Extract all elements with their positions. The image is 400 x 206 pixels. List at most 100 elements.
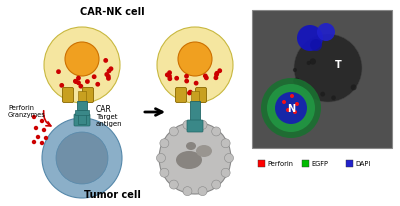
Circle shape — [261, 78, 321, 138]
Text: N: N — [287, 104, 295, 114]
Circle shape — [293, 68, 297, 72]
Text: T: T — [335, 60, 341, 70]
Circle shape — [178, 42, 212, 76]
Circle shape — [74, 79, 78, 84]
Circle shape — [204, 75, 209, 80]
Circle shape — [221, 168, 230, 177]
Text: CAR: CAR — [96, 105, 112, 114]
Circle shape — [40, 119, 44, 123]
Circle shape — [106, 76, 111, 81]
Circle shape — [184, 79, 189, 83]
Circle shape — [282, 100, 286, 104]
Circle shape — [317, 23, 335, 41]
Text: Tumor cell: Tumor cell — [84, 190, 140, 200]
Bar — [346, 160, 353, 167]
Text: DAPI: DAPI — [355, 160, 370, 166]
Bar — [190, 101, 200, 123]
Bar — [75, 110, 89, 115]
Circle shape — [169, 180, 178, 189]
Circle shape — [310, 39, 322, 51]
Circle shape — [76, 80, 81, 85]
Bar — [302, 160, 309, 167]
Circle shape — [56, 69, 61, 74]
Circle shape — [32, 115, 36, 119]
Circle shape — [78, 84, 83, 89]
Circle shape — [217, 68, 222, 73]
Circle shape — [36, 135, 40, 139]
Circle shape — [320, 92, 325, 97]
Bar — [191, 91, 199, 101]
Circle shape — [159, 122, 231, 194]
Bar — [78, 91, 86, 101]
Circle shape — [73, 79, 78, 84]
Circle shape — [214, 72, 219, 77]
FancyBboxPatch shape — [176, 88, 186, 103]
Text: Perforin
Granzymes: Perforin Granzymes — [8, 105, 46, 118]
Circle shape — [174, 76, 179, 81]
FancyBboxPatch shape — [74, 114, 90, 126]
Circle shape — [221, 139, 230, 148]
Circle shape — [187, 91, 192, 95]
Text: Target
antigen: Target antigen — [96, 114, 123, 127]
Circle shape — [297, 25, 323, 51]
Circle shape — [85, 79, 90, 84]
Circle shape — [198, 120, 207, 129]
Circle shape — [40, 141, 44, 145]
Circle shape — [157, 27, 233, 103]
Circle shape — [42, 118, 122, 198]
Circle shape — [295, 102, 299, 106]
FancyBboxPatch shape — [62, 88, 74, 103]
Circle shape — [214, 75, 218, 80]
Circle shape — [297, 81, 304, 88]
Circle shape — [65, 42, 99, 76]
Circle shape — [44, 27, 120, 103]
Text: EGFP: EGFP — [311, 160, 328, 166]
Circle shape — [212, 127, 221, 136]
Circle shape — [212, 180, 221, 189]
FancyBboxPatch shape — [82, 88, 94, 103]
Circle shape — [331, 95, 336, 100]
Circle shape — [32, 140, 36, 144]
Circle shape — [294, 34, 362, 102]
Circle shape — [165, 73, 170, 77]
Circle shape — [286, 108, 290, 112]
Circle shape — [198, 187, 207, 196]
Circle shape — [160, 168, 169, 177]
Ellipse shape — [176, 151, 202, 169]
Text: Perforin: Perforin — [267, 160, 293, 166]
Circle shape — [214, 71, 219, 76]
FancyBboxPatch shape — [196, 88, 206, 103]
Circle shape — [42, 128, 46, 132]
Bar — [252, 10, 392, 148]
Circle shape — [169, 127, 178, 136]
Circle shape — [267, 84, 315, 132]
Circle shape — [275, 92, 307, 124]
Circle shape — [59, 83, 64, 88]
Circle shape — [103, 58, 108, 63]
Circle shape — [34, 126, 38, 130]
Ellipse shape — [186, 142, 196, 150]
Circle shape — [104, 72, 109, 77]
Circle shape — [44, 136, 48, 140]
Circle shape — [95, 82, 100, 87]
Circle shape — [194, 81, 198, 85]
Circle shape — [307, 61, 311, 65]
Text: CAR-NK cell: CAR-NK cell — [80, 7, 144, 17]
Circle shape — [183, 187, 192, 196]
Circle shape — [203, 74, 208, 78]
Circle shape — [293, 110, 297, 114]
Circle shape — [92, 74, 96, 79]
Bar — [77, 101, 87, 117]
Circle shape — [167, 70, 172, 75]
Circle shape — [160, 139, 169, 148]
Circle shape — [183, 120, 192, 129]
Circle shape — [76, 76, 81, 81]
Circle shape — [293, 78, 300, 85]
Circle shape — [167, 74, 172, 78]
Circle shape — [290, 94, 294, 98]
Circle shape — [108, 66, 113, 71]
Circle shape — [224, 153, 234, 163]
Circle shape — [351, 84, 357, 90]
Circle shape — [56, 132, 108, 184]
Circle shape — [156, 153, 166, 163]
